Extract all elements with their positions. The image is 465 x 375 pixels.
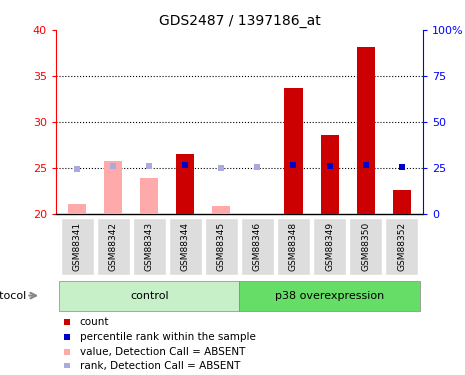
Bar <box>241 218 274 275</box>
Bar <box>277 218 310 275</box>
Text: GSM88346: GSM88346 <box>253 222 262 271</box>
Title: GDS2487 / 1397186_at: GDS2487 / 1397186_at <box>159 13 320 28</box>
Bar <box>169 218 202 275</box>
Bar <box>385 218 418 275</box>
Bar <box>248 213 266 214</box>
Bar <box>133 218 166 275</box>
Text: control: control <box>130 291 169 301</box>
Text: p38 overexpression: p38 overexpression <box>275 291 384 301</box>
Text: GSM88341: GSM88341 <box>73 222 82 271</box>
Text: GSM88350: GSM88350 <box>361 222 370 272</box>
Text: GSM88345: GSM88345 <box>217 222 226 271</box>
Bar <box>140 178 159 214</box>
Text: GSM88343: GSM88343 <box>145 222 154 271</box>
Bar <box>213 206 231 214</box>
Text: count: count <box>80 317 109 327</box>
Bar <box>105 161 122 214</box>
Bar <box>349 218 382 275</box>
Text: GSM88349: GSM88349 <box>325 222 334 271</box>
Text: percentile rank within the sample: percentile rank within the sample <box>80 332 256 342</box>
Text: GSM88352: GSM88352 <box>397 222 406 271</box>
Bar <box>285 88 303 214</box>
Bar <box>61 218 94 275</box>
Text: GSM88342: GSM88342 <box>109 222 118 271</box>
Bar <box>313 218 346 275</box>
Text: GSM88344: GSM88344 <box>181 222 190 271</box>
Text: rank, Detection Call = ABSENT: rank, Detection Call = ABSENT <box>80 362 240 371</box>
Bar <box>205 218 238 275</box>
Bar <box>97 218 130 275</box>
Bar <box>239 280 419 310</box>
Text: value, Detection Call = ABSENT: value, Detection Call = ABSENT <box>80 347 245 357</box>
Text: GSM88348: GSM88348 <box>289 222 298 271</box>
Bar <box>392 190 411 214</box>
Text: protocol: protocol <box>0 291 27 301</box>
Bar <box>176 154 194 214</box>
Bar <box>357 46 374 214</box>
Bar <box>68 204 86 214</box>
Bar <box>60 280 239 310</box>
Bar <box>320 135 339 214</box>
